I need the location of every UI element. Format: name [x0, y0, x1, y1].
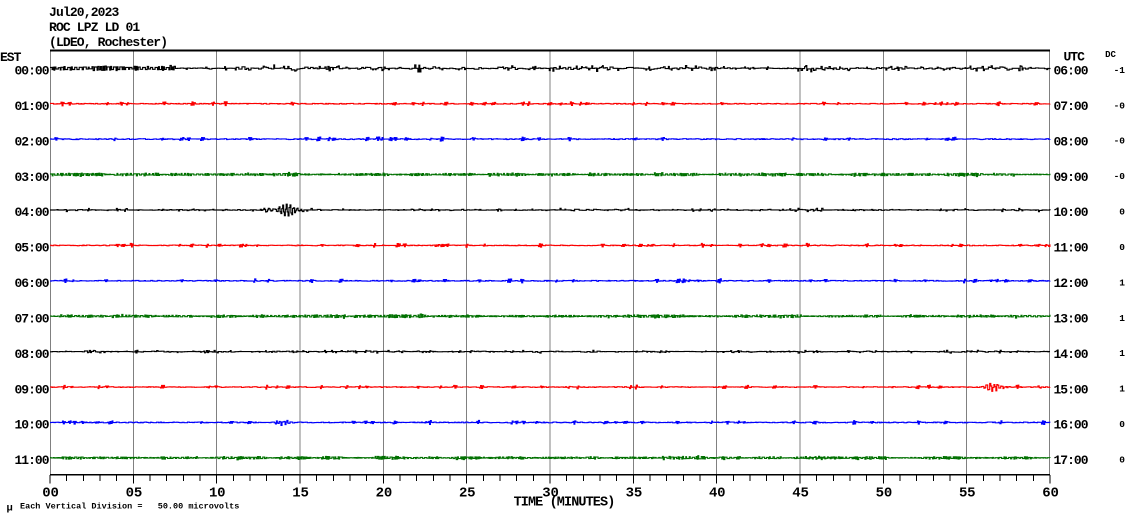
- svg-text:05:00: 05:00: [14, 241, 49, 256]
- svg-text:20: 20: [376, 486, 392, 502]
- svg-text:01:00: 01:00: [14, 99, 49, 114]
- svg-text:02:00: 02:00: [14, 134, 49, 149]
- svg-text:EST: EST: [0, 50, 22, 65]
- svg-text:15: 15: [292, 486, 308, 502]
- svg-text:TIME (MINUTES): TIME (MINUTES): [514, 496, 615, 511]
- svg-text:-0: -0: [1114, 100, 1126, 111]
- svg-text:30: 30: [542, 486, 558, 502]
- svg-text:03:00: 03:00: [14, 170, 49, 185]
- svg-text:-1: -1: [1114, 65, 1126, 76]
- svg-text:00:00: 00:00: [14, 64, 49, 79]
- svg-text:DC: DC: [1105, 50, 1116, 60]
- svg-text:55: 55: [959, 486, 975, 502]
- svg-text:1: 1: [1119, 384, 1125, 395]
- svg-text:17:00: 17:00: [1054, 453, 1089, 468]
- svg-text:35: 35: [626, 486, 642, 502]
- svg-text:10: 10: [209, 486, 225, 502]
- svg-text:-0: -0: [1114, 171, 1126, 182]
- svg-text:06:00: 06:00: [14, 276, 49, 291]
- svg-text:14:00: 14:00: [1054, 347, 1089, 362]
- svg-text:45: 45: [792, 486, 808, 502]
- svg-text:09:00: 09:00: [1054, 170, 1089, 185]
- svg-text:10:00: 10:00: [1054, 205, 1089, 220]
- svg-text:05: 05: [126, 486, 142, 502]
- svg-text:08:00: 08:00: [1054, 134, 1089, 149]
- svg-text:11:00: 11:00: [14, 453, 49, 468]
- svg-text:13:00: 13:00: [1054, 311, 1089, 326]
- svg-text:ROC LPZ LD 01: ROC LPZ LD 01: [49, 20, 140, 35]
- svg-text:60: 60: [1042, 486, 1058, 502]
- svg-text:06:00: 06:00: [1054, 64, 1089, 79]
- svg-text:07:00: 07:00: [1054, 99, 1089, 114]
- svg-text:12:00: 12:00: [1054, 276, 1089, 291]
- svg-text:09:00: 09:00: [14, 382, 49, 397]
- svg-text:15:00: 15:00: [1054, 382, 1089, 397]
- svg-text:10:00: 10:00: [14, 418, 49, 433]
- svg-text:Jul20,2023: Jul20,2023: [49, 5, 120, 20]
- svg-text:0: 0: [1119, 454, 1125, 465]
- svg-text:(LDEO, Rochester): (LDEO, Rochester): [49, 35, 167, 50]
- svg-text:0: 0: [1119, 419, 1125, 430]
- svg-text:0: 0: [1119, 207, 1125, 218]
- svg-text:Each Vertical Division = 50.: Each Vertical Division = 50.00 microvolt…: [20, 502, 239, 512]
- svg-text:07:00: 07:00: [14, 311, 49, 326]
- svg-text:1: 1: [1119, 348, 1125, 359]
- svg-text:1: 1: [1119, 313, 1125, 324]
- svg-text:-0: -0: [1114, 136, 1126, 147]
- svg-text:50: 50: [876, 486, 892, 502]
- svg-text:00: 00: [42, 486, 58, 502]
- svg-text:40: 40: [709, 486, 725, 502]
- svg-text:04:00: 04:00: [14, 205, 49, 220]
- svg-text:16:00: 16:00: [1054, 418, 1089, 433]
- svg-text:0: 0: [1119, 242, 1125, 253]
- svg-text:1: 1: [1119, 277, 1125, 288]
- svg-text:UTC: UTC: [1064, 50, 1086, 65]
- svg-text:25: 25: [459, 486, 475, 502]
- svg-text:11:00: 11:00: [1054, 241, 1089, 256]
- svg-text:08:00: 08:00: [14, 347, 49, 362]
- svg-text:μ: μ: [7, 503, 13, 515]
